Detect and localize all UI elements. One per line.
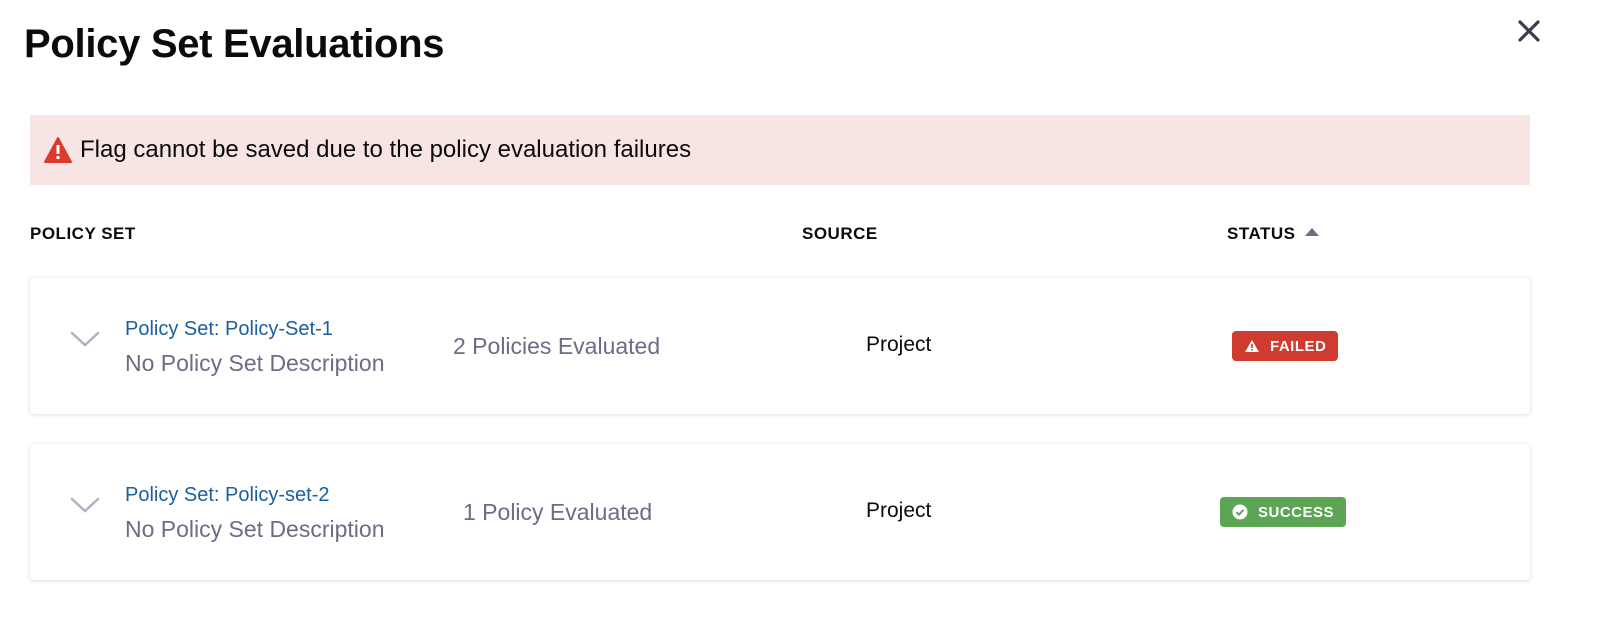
policy-set-name-link[interactable]: Policy Set: Policy-Set-1 xyxy=(125,318,333,340)
close-icon xyxy=(1518,20,1540,42)
status-badge: SUCCESS xyxy=(1220,497,1347,527)
close-button[interactable] xyxy=(1514,16,1544,46)
table-row[interactable]: Policy Set: Policy-Set-1 No Policy Set D… xyxy=(30,278,1530,414)
policy-set-description: No Policy Set Description xyxy=(125,516,385,542)
page-title: Policy Set Evaluations xyxy=(24,22,445,66)
status-badge: FAILED xyxy=(1232,331,1339,361)
warning-triangle-icon xyxy=(44,137,72,163)
source-value: Project xyxy=(866,333,932,356)
banner-message: Flag cannot be saved due to the policy e… xyxy=(80,136,692,163)
table-row[interactable]: Policy Set: Policy-set-2 No Policy Set D… xyxy=(30,444,1530,580)
policy-set-name-link[interactable]: Policy Set: Policy-set-2 xyxy=(125,484,330,506)
error-banner: Flag cannot be saved due to the policy e… xyxy=(30,115,1530,185)
column-header-source: SOURCE xyxy=(802,224,878,243)
warning-icon xyxy=(1245,340,1259,352)
policies-evaluated-count: 1 Policy Evaluated xyxy=(463,499,653,525)
policies-evaluated-count: 2 Policies Evaluated xyxy=(453,333,661,359)
policy-set-description: No Policy Set Description xyxy=(125,350,385,376)
sort-ascending-icon xyxy=(1305,227,1320,236)
source-value: Project xyxy=(866,499,932,522)
column-header-policy-set: POLICY SET xyxy=(30,224,136,243)
chevron-down-icon[interactable] xyxy=(70,496,100,514)
column-header-status[interactable]: STATUS xyxy=(1227,224,1320,244)
chevron-down-icon[interactable] xyxy=(70,330,100,348)
check-circle-icon xyxy=(1232,504,1248,520)
